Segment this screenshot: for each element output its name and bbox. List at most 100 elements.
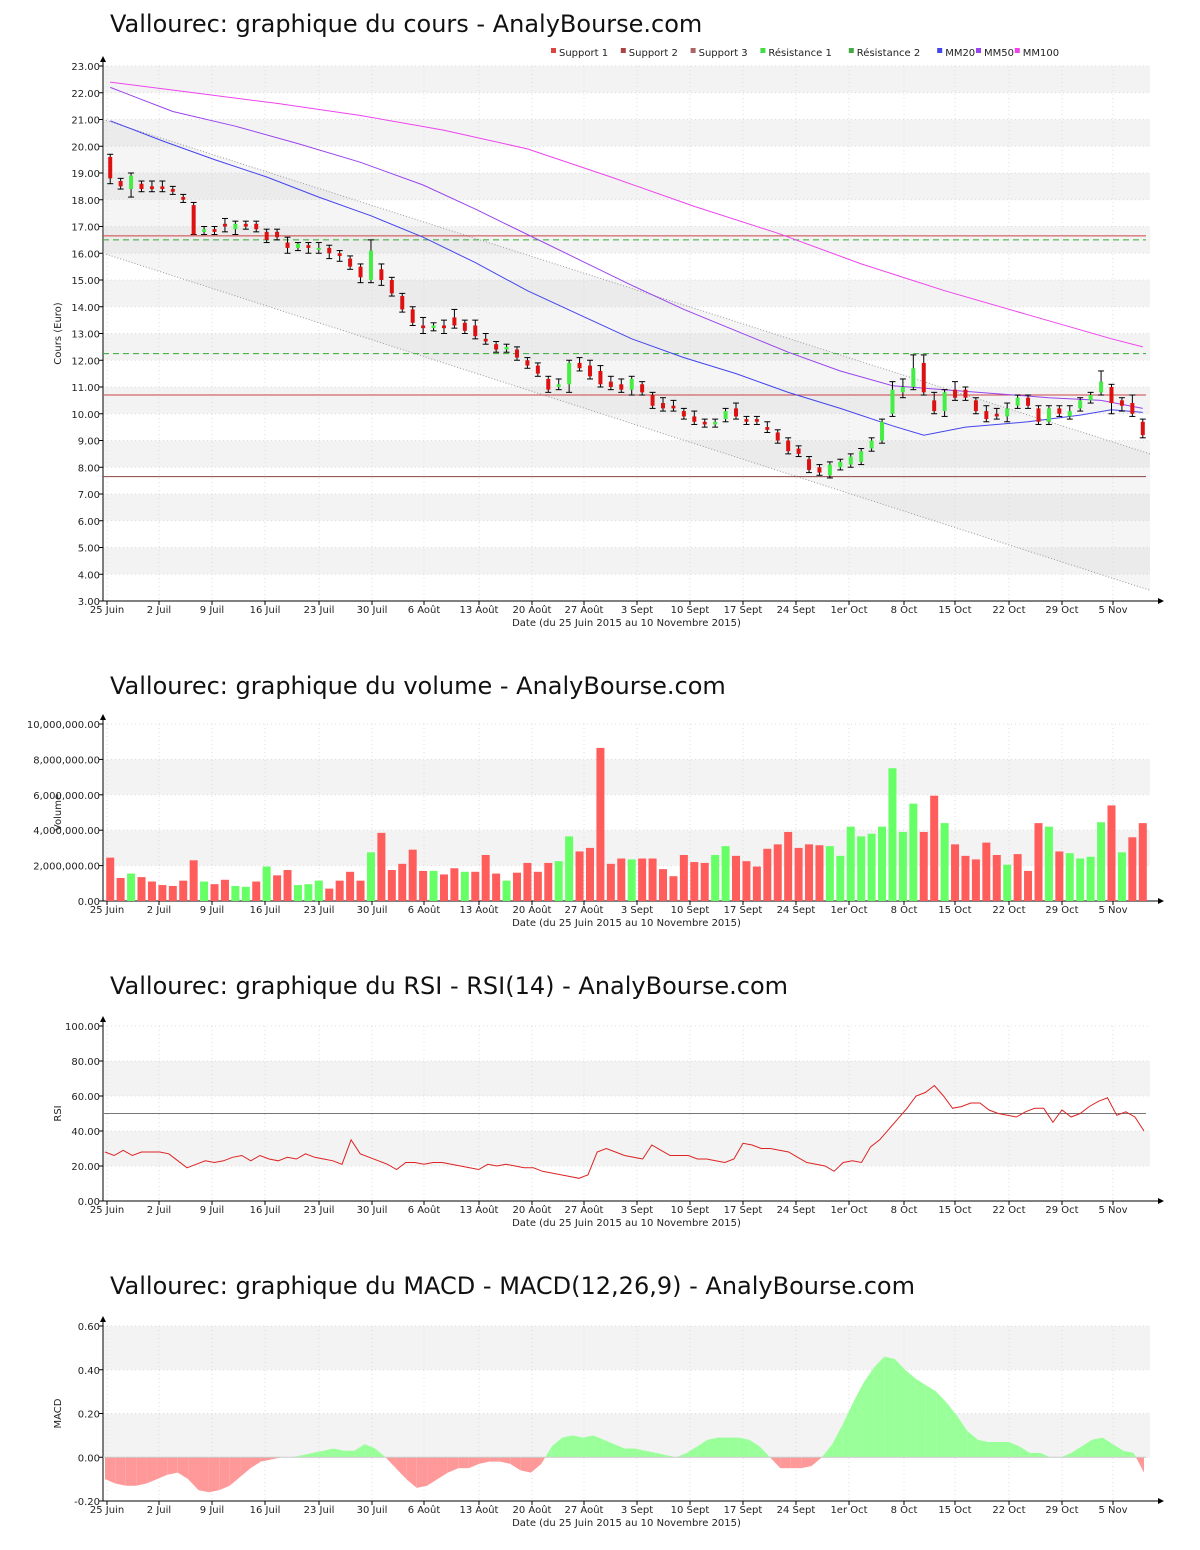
x-tick-label: 17 Sept xyxy=(724,1505,763,1516)
y-tick-label: 18.00 xyxy=(71,196,100,207)
x-tick-label: 16 Juil xyxy=(250,1505,281,1516)
x-tick-label: 1er Oct xyxy=(830,1505,867,1516)
macd-area-segment xyxy=(406,1457,417,1488)
macd-area-segment xyxy=(603,1439,615,1458)
macd-area-segment xyxy=(863,1367,874,1458)
macd-area-segment xyxy=(634,1448,646,1458)
macd-area-segment xyxy=(167,1457,178,1475)
macd-area-segment xyxy=(292,1455,303,1458)
macd-area-segment xyxy=(343,1450,355,1458)
candle-body xyxy=(754,419,759,422)
legend-swatch xyxy=(620,48,626,53)
x-tick-label: 25 Juin xyxy=(90,1505,124,1516)
macd-area-segment xyxy=(1112,1444,1124,1458)
grid-band xyxy=(103,547,1150,575)
x-tick-label: 24 Sept xyxy=(777,605,816,616)
y-tick-label: 0.60 xyxy=(78,1322,100,1333)
candle-body xyxy=(1130,403,1135,414)
macd-area-segment xyxy=(666,1455,677,1458)
candle-body xyxy=(619,384,624,390)
macd-area-segment xyxy=(832,1424,843,1458)
x-tick-label: 8 Oct xyxy=(891,605,918,616)
volume-bar xyxy=(690,862,699,901)
volume-bar xyxy=(220,879,229,901)
volume-bar xyxy=(596,747,605,901)
macd-area-segment xyxy=(375,1448,386,1458)
candle-body xyxy=(692,416,697,422)
macd-area-segment xyxy=(136,1457,147,1486)
volume-bar xyxy=(940,823,949,901)
x-tick-label: 13 Août xyxy=(460,1504,499,1516)
x-tick-label: 10 Sept xyxy=(671,1205,710,1216)
macd-area-segment xyxy=(468,1457,480,1469)
candle-body xyxy=(921,362,926,393)
volume-bar xyxy=(231,885,240,901)
candle-body xyxy=(911,368,916,387)
volume-bar xyxy=(460,871,469,901)
candle-body xyxy=(181,197,186,200)
volume-bar xyxy=(1086,856,1095,901)
macd-area-segment xyxy=(1102,1437,1113,1458)
y-tick-label: 0.40 xyxy=(78,1366,100,1377)
candle-body xyxy=(1109,387,1114,404)
volume-bar xyxy=(346,871,355,901)
macd-area-segment xyxy=(853,1382,864,1458)
candle-body xyxy=(546,378,551,390)
candle-body xyxy=(348,258,353,267)
volume-bar xyxy=(147,881,156,901)
volume-bar xyxy=(825,846,834,901)
x-tick-label: 8 Oct xyxy=(891,1505,918,1516)
x-tick-label: 23 Juil xyxy=(304,1205,335,1216)
volume-bar xyxy=(1055,851,1064,901)
volume-bar xyxy=(805,844,814,901)
y-tick-label: 10,000,000.00 xyxy=(27,720,100,731)
price-chart-panel: Vallourec: graphique du cours - AnalyBou… xyxy=(0,0,1200,640)
y-tick-label: 60.00 xyxy=(71,1092,100,1103)
candle-body xyxy=(129,175,134,190)
volume-bar xyxy=(898,831,907,901)
x-tick-label: 9 Juil xyxy=(200,605,224,616)
candle-body xyxy=(608,381,613,387)
y-tick-label: 100.00 xyxy=(65,1022,100,1033)
x-tick-label: 27 Août xyxy=(565,904,604,916)
macd-area-segment xyxy=(510,1457,521,1471)
candle-body xyxy=(880,421,885,441)
legend-swatch xyxy=(937,48,943,53)
legend-entry: Support 3 xyxy=(699,48,748,59)
y-tick-label: 0.00 xyxy=(78,1453,100,1464)
volume-bar xyxy=(241,886,250,901)
volume-bar xyxy=(1034,823,1043,901)
y-tick-label: 13.00 xyxy=(71,330,100,341)
candle-body xyxy=(1088,395,1093,401)
macd-area-segment xyxy=(956,1415,968,1458)
candle-body xyxy=(817,467,822,473)
x-tick-label: 16 Juil xyxy=(250,905,281,916)
volume-bar xyxy=(784,831,793,901)
grid-band xyxy=(103,280,1150,307)
x-axis-arrow xyxy=(1158,598,1164,604)
volume-bar xyxy=(1065,853,1074,901)
volume-bar xyxy=(700,862,709,901)
y-tick-label: 23.00 xyxy=(71,62,100,73)
grid-band xyxy=(103,494,1150,521)
legend-swatch xyxy=(1014,48,1020,53)
candle-body xyxy=(807,459,812,470)
volume-bar xyxy=(617,858,626,901)
volume-bar xyxy=(1097,822,1106,901)
x-axis-arrow xyxy=(1158,898,1164,904)
candle-body xyxy=(598,370,603,385)
macd-area-segment xyxy=(676,1452,687,1458)
volume-bar xyxy=(679,854,688,901)
mm20-line xyxy=(110,120,1143,436)
macd-area-segment xyxy=(545,1446,552,1458)
candle-body xyxy=(556,384,561,387)
y-tick-label: 17.00 xyxy=(71,223,100,234)
candle-body xyxy=(661,403,666,409)
y-tick-label: 0.00 xyxy=(78,1197,100,1208)
x-tick-label: 13 Août xyxy=(460,904,499,916)
volume-bar xyxy=(575,851,584,901)
volume-bar xyxy=(1117,852,1126,901)
candle-body xyxy=(796,448,801,454)
y-tick-label: 6.00 xyxy=(78,517,100,528)
x-tick-label: 3 Sept xyxy=(621,605,653,616)
